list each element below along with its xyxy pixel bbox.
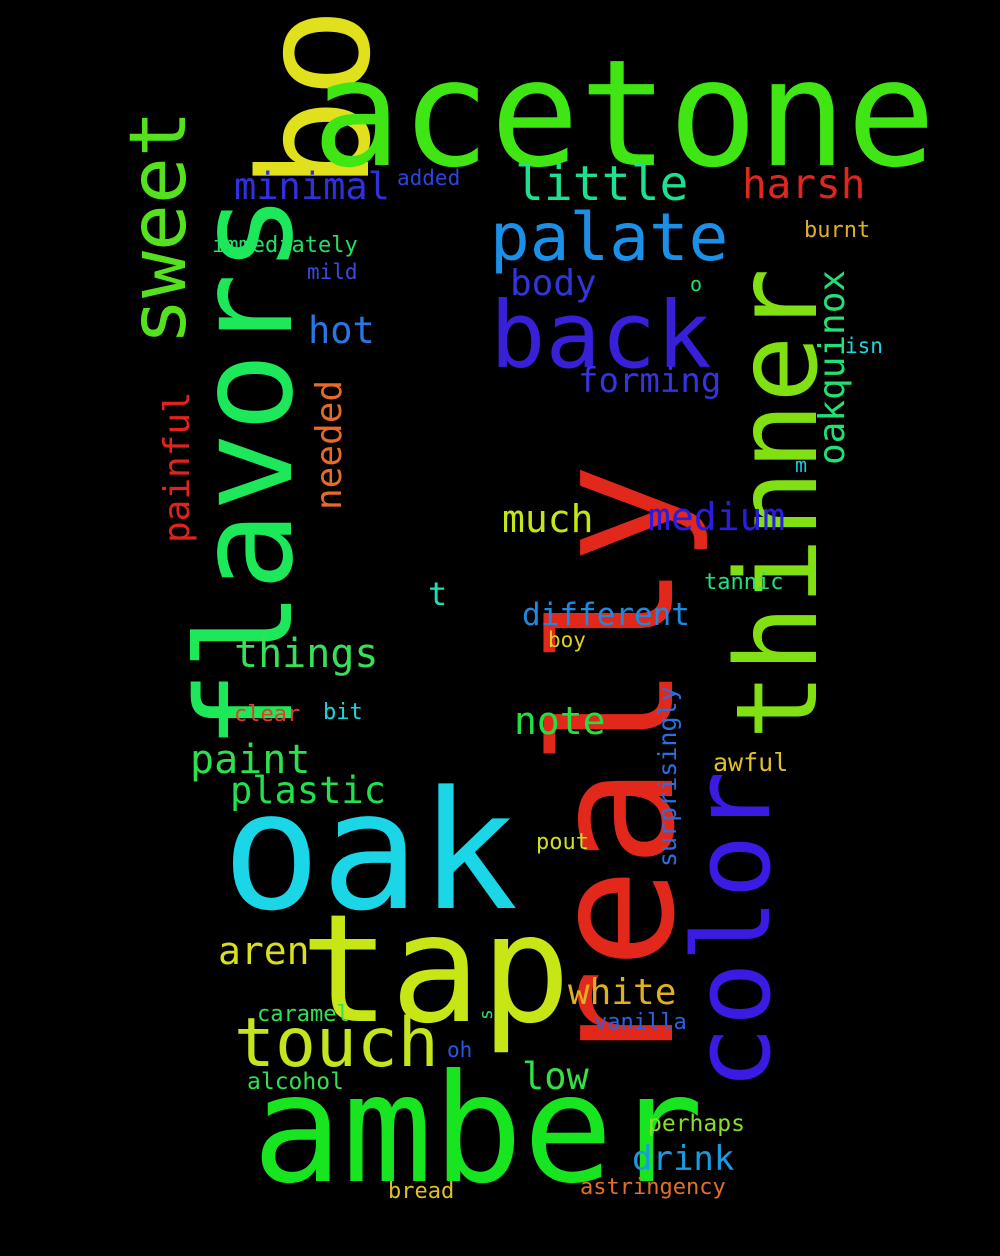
word-bit: bit	[323, 700, 363, 725]
word-aren: aren	[218, 929, 310, 973]
word-different: different	[522, 597, 690, 633]
word-clear: clear	[234, 702, 301, 727]
word-oak: oak	[222, 756, 519, 947]
word-sweet: sweet	[114, 110, 204, 345]
word-alcohol: alcohol	[247, 1069, 344, 1095]
word-white: white	[568, 972, 677, 1013]
word-m: m	[795, 453, 808, 477]
word-forming: forming	[578, 361, 722, 401]
word-o: o	[690, 272, 703, 296]
word-much: much	[502, 497, 594, 541]
word-surprisingly: surprisingly	[653, 686, 682, 867]
word-immediately: immediately	[212, 233, 358, 258]
word-needed: needed	[309, 379, 350, 510]
word-body: body	[510, 263, 597, 304]
word-bread: bread	[388, 1179, 455, 1204]
word-vanilla: vanilla	[594, 1010, 687, 1035]
word-pout: pout	[536, 830, 589, 855]
word-perhaps: perhaps	[648, 1111, 745, 1137]
word-painful: painful	[157, 391, 198, 543]
word-oh: oh	[447, 1038, 473, 1062]
word-note: note	[514, 699, 606, 743]
word-amber: amber	[252, 1043, 704, 1217]
word-back: back	[490, 282, 712, 389]
word-palate: palate	[490, 199, 729, 276]
word-boy: boy	[548, 628, 586, 652]
word-caramel: caramel	[257, 1002, 350, 1027]
word-harsh: harsh	[742, 160, 866, 208]
word-drink: drink	[632, 1139, 735, 1179]
word-touch: touch	[234, 1004, 439, 1083]
word-mild: mild	[307, 260, 358, 284]
word-t: t	[428, 575, 448, 613]
word-astringency: astringency	[580, 1175, 726, 1200]
word-hot: hot	[308, 309, 375, 352]
word-oakquinox: oakquinox	[812, 269, 853, 465]
word-added: added	[397, 166, 461, 190]
word-low: low	[522, 1055, 589, 1098]
word-minimal: minimal	[234, 165, 390, 208]
word-plastic: plastic	[230, 769, 386, 812]
word-tap: tap	[300, 883, 571, 1057]
word-paint: paint	[190, 737, 311, 783]
word-isn: isn	[845, 334, 883, 358]
word-acetone: acetone	[312, 28, 936, 200]
word-burnt: burnt	[804, 218, 871, 243]
word-tannic: tannic	[704, 570, 784, 595]
word-awful: awful	[713, 748, 789, 777]
word-things: things	[234, 631, 379, 677]
word-medium: medium	[648, 495, 786, 539]
word-little: little	[515, 156, 689, 212]
